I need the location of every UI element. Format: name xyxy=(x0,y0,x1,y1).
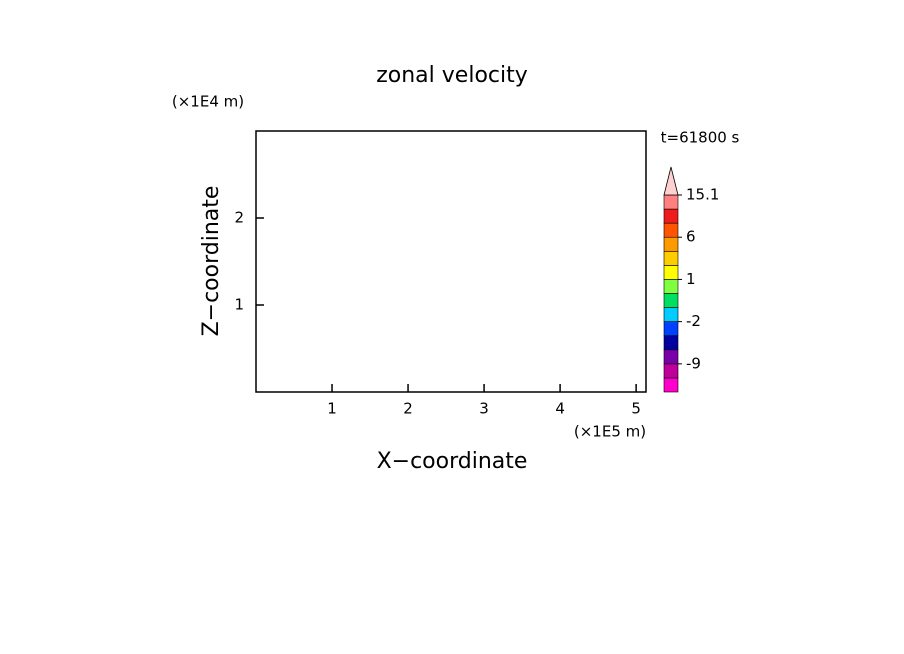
y-tick-label: 1 xyxy=(234,296,244,314)
colorbar-segment xyxy=(663,335,679,351)
colorbar-segment xyxy=(663,307,679,322)
x-tick-label: 4 xyxy=(555,400,565,418)
colorbar-segment xyxy=(663,377,679,393)
colorbar-segment xyxy=(663,265,679,280)
colorbar-segment xyxy=(663,208,679,224)
colorbar-segment xyxy=(663,194,679,210)
colorbar-tick-label: -2 xyxy=(686,312,701,330)
x-unit: (×1E5 m) xyxy=(574,423,646,441)
chart-title: zonal velocity xyxy=(376,63,528,88)
time-label: t=61800 s xyxy=(661,129,740,147)
plot-frame xyxy=(255,130,647,393)
x-axis-label: X−coordinate xyxy=(377,449,528,474)
colorbar-segment xyxy=(663,279,679,294)
colorbar-segment xyxy=(663,321,679,337)
x-tick-label: 3 xyxy=(479,400,489,418)
colorbar-tick-label: 1 xyxy=(686,270,696,288)
colorbar-segment xyxy=(663,250,679,266)
colorbar-tick-label: 15.1 xyxy=(686,186,719,204)
colorbar-segment xyxy=(663,363,679,379)
y-axis-label: Z−coordinate xyxy=(199,186,224,337)
colorbar-segment xyxy=(663,293,679,308)
colorbar-segment xyxy=(663,236,679,252)
y-tick-label: 2 xyxy=(234,209,244,227)
x-tick-label: 2 xyxy=(403,400,413,418)
colorbar-extension xyxy=(663,166,679,196)
x-tick-label: 5 xyxy=(631,400,641,418)
colorbar-segment xyxy=(663,222,679,238)
colorbar-segment xyxy=(663,349,679,365)
y-unit: (×1E4 m) xyxy=(172,93,244,111)
colorbar-tick-label: -9 xyxy=(686,354,701,372)
x-tick-label: 1 xyxy=(327,400,337,418)
colorbar-tick-label: 6 xyxy=(686,228,696,246)
